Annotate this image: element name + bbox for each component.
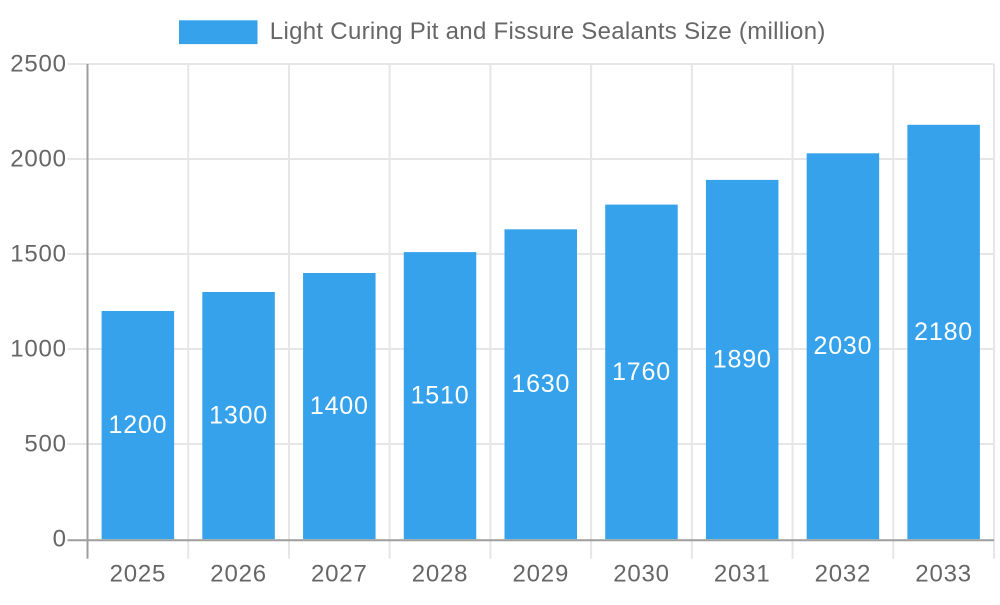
svg-text:2180: 2180 (914, 318, 973, 346)
svg-text:2032: 2032 (815, 561, 872, 588)
svg-text:2027: 2027 (311, 561, 368, 588)
svg-text:2030: 2030 (813, 332, 872, 360)
svg-text:1760: 1760 (612, 358, 671, 386)
svg-text:1630: 1630 (511, 370, 570, 398)
svg-text:0: 0 (53, 526, 67, 553)
svg-text:1890: 1890 (713, 345, 772, 373)
svg-text:500: 500 (24, 431, 66, 458)
svg-text:1500: 1500 (10, 241, 67, 268)
svg-text:2000: 2000 (10, 146, 67, 173)
svg-text:1000: 1000 (10, 336, 67, 363)
svg-text:Light Curing Pit and Fissure S: Light Curing Pit and Fissure Sealants Si… (270, 18, 826, 45)
svg-text:2025: 2025 (110, 561, 167, 588)
svg-text:2030: 2030 (613, 561, 670, 588)
svg-text:1400: 1400 (310, 392, 369, 420)
svg-text:2026: 2026 (210, 561, 267, 588)
svg-text:2028: 2028 (412, 561, 469, 588)
svg-text:1300: 1300 (209, 402, 268, 430)
svg-text:2031: 2031 (714, 561, 771, 588)
svg-text:2033: 2033 (915, 561, 972, 588)
svg-text:1510: 1510 (411, 382, 470, 410)
svg-text:2029: 2029 (513, 561, 570, 588)
svg-text:1200: 1200 (108, 411, 167, 439)
svg-text:2500: 2500 (10, 51, 67, 78)
